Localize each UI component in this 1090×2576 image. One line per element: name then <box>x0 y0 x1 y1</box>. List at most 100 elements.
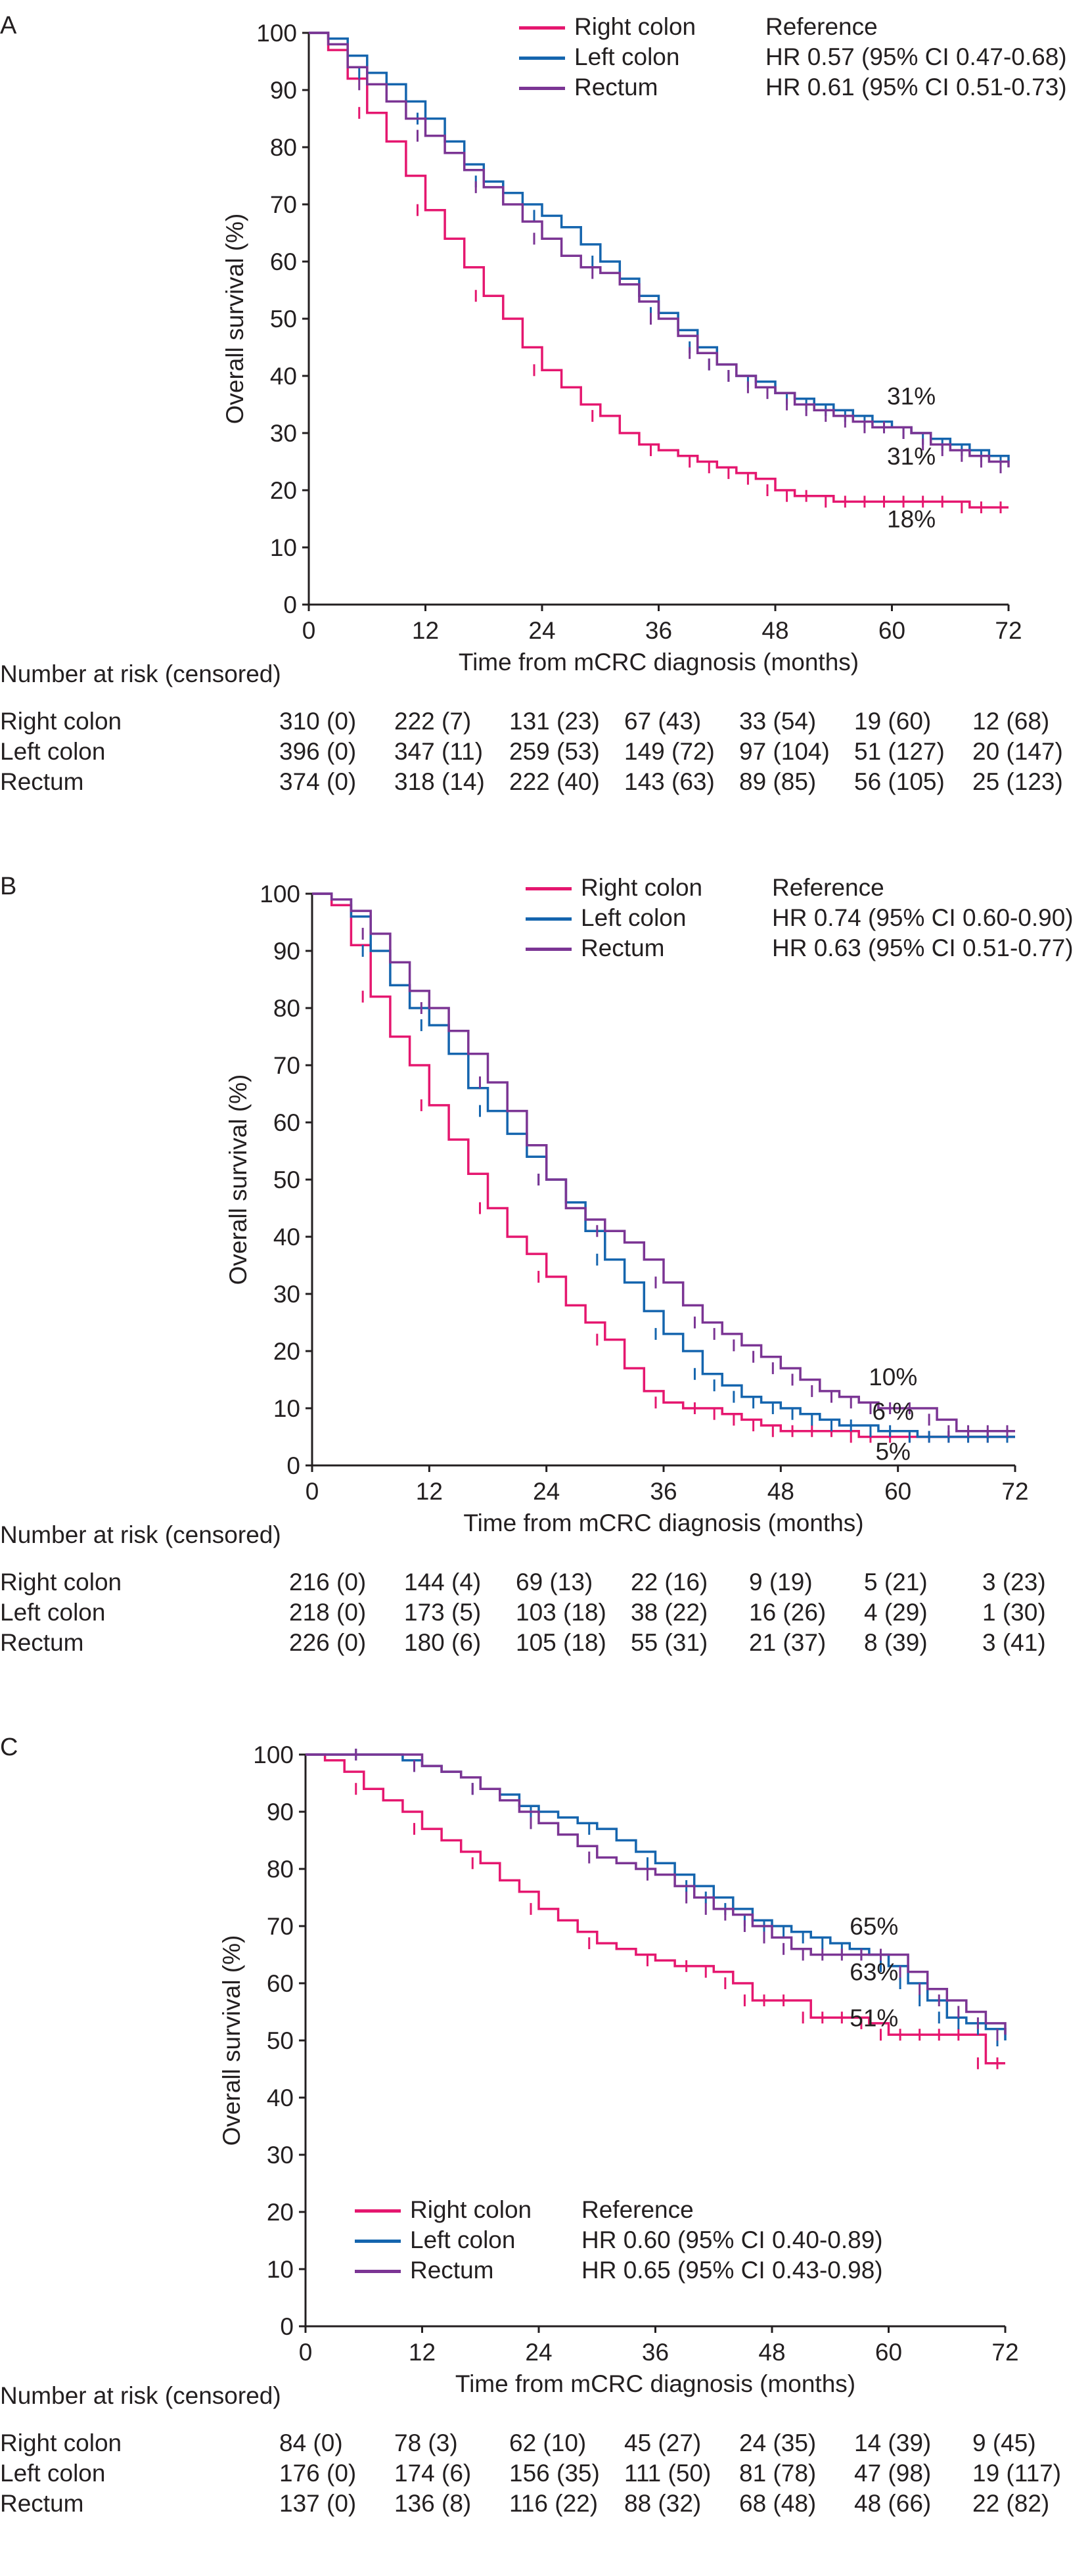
y-tick-label: 80 <box>273 995 300 1022</box>
risk-cell: 8 (39) <box>864 1629 928 1656</box>
risk-row-rectum: Rectum 374 (0) 318 (14) 222 (40) 143 (63… <box>0 768 1090 798</box>
y-tick-label: 0 <box>283 591 297 618</box>
risk-cell: 81 (78) <box>739 2460 817 2487</box>
x-tick-label: 60 <box>884 1478 911 1505</box>
risk-table-title: Number at risk (censored) <box>0 660 281 687</box>
y-tick-label: 30 <box>273 1281 300 1308</box>
x-tick-label: 0 <box>306 1478 319 1505</box>
y-tick-label: 30 <box>270 420 297 447</box>
x-tick-label: 12 <box>409 2339 436 2366</box>
risk-cell: 55 (31) <box>631 1629 708 1656</box>
legend-label: Left colon <box>410 2226 516 2253</box>
risk-cell: 396 (0) <box>279 738 357 765</box>
y-tick-label: 20 <box>267 2199 294 2226</box>
risk-cell: 180 (6) <box>404 1629 482 1656</box>
risk-row-label: Rectum <box>0 1629 84 1656</box>
risk-cell: 116 (22) <box>509 2490 599 2517</box>
legend-hr: HR 0.74 (95% CI 0.60-0.90) <box>772 904 1074 931</box>
y-tick-label: 70 <box>267 1913 294 1940</box>
annotation-label: 5% <box>875 1438 910 1465</box>
risk-cell: 16 (26) <box>749 1599 827 1626</box>
risk-row-right-colon: Right colon 84 (0) 78 (3) 62 (10) 45 (27… <box>0 2429 1090 2460</box>
risk-cell: 143 (63) <box>624 768 715 795</box>
risk-cell: 111 (50) <box>624 2460 712 2487</box>
risk-cell: 78 (3) <box>394 2429 458 2456</box>
x-tick-label: 72 <box>1001 1478 1028 1505</box>
legend-swatch-rectum <box>519 87 565 90</box>
legend-swatch-right-colon <box>519 26 565 30</box>
risk-row-label: Right colon <box>0 708 122 735</box>
risk-row-label: Rectum <box>0 2490 84 2517</box>
km-curve-right-colon <box>312 892 1015 1438</box>
risk-cell: 48 (66) <box>854 2490 932 2517</box>
x-tick-label: 48 <box>758 2339 785 2366</box>
risk-cell: 22 (16) <box>631 1569 708 1596</box>
legend-swatch-rectum <box>526 948 572 951</box>
panel-letter: A <box>0 12 17 39</box>
legend-swatch-left-colon <box>355 2240 401 2243</box>
y-tick-label: 10 <box>270 534 297 561</box>
y-tick-label: 20 <box>273 1338 300 1365</box>
risk-row-right-colon: Right colon 310 (0) 222 (7) 131 (23) 67 … <box>0 708 1090 738</box>
risk-cell: 68 (48) <box>739 2490 817 2517</box>
risk-cell: 149 (72) <box>624 738 715 765</box>
y-tick-label: 30 <box>267 2142 294 2169</box>
y-tick-label: 60 <box>267 1970 294 1997</box>
legend-swatch-right-colon <box>526 887 572 890</box>
legend-label: Rectum <box>574 74 658 101</box>
x-tick-label: 36 <box>645 617 672 644</box>
legend-hr: HR 0.63 (95% CI 0.51-0.77) <box>772 934 1074 961</box>
y-tick-label: 10 <box>273 1395 300 1422</box>
legend-hr: HR 0.60 (95% CI 0.40-0.89) <box>581 2226 883 2253</box>
legend-label: Rectum <box>581 934 665 961</box>
legend-label: Right colon <box>410 2196 532 2223</box>
legend-label: Left colon <box>581 904 687 931</box>
km-curve-rectum <box>312 892 1015 1433</box>
x-tick-label: 12 <box>416 1478 443 1505</box>
legend-label: Right colon <box>574 13 696 40</box>
panel-letter: B <box>0 873 17 900</box>
risk-cell: 69 (13) <box>516 1569 593 1596</box>
risk-cell: 216 (0) <box>289 1569 367 1596</box>
risk-cell: 47 (98) <box>854 2460 932 2487</box>
y-tick-label: 100 <box>260 881 300 908</box>
risk-cell: 176 (0) <box>279 2460 357 2487</box>
y-tick-label: 100 <box>253 1741 294 1768</box>
risk-cell: 156 (35) <box>509 2460 600 2487</box>
y-tick-label: 50 <box>273 1166 300 1193</box>
km-curve-right-colon <box>306 1753 1005 2065</box>
x-tick-label: 72 <box>995 617 1022 644</box>
risk-cell: 25 (123) <box>972 768 1063 795</box>
legend-label: Rectum <box>410 2257 494 2284</box>
annotation-label: 31% <box>887 383 936 410</box>
legend-hr: HR 0.61 (95% CI 0.51-0.73) <box>765 74 1067 101</box>
x-tick-label: 12 <box>412 617 439 644</box>
y-tick-label: 80 <box>267 1856 294 1883</box>
panel-b: B 0 10 20 30 40 50 60 70 80 90 100 0 12 24 36 48 60 72 Tim… <box>0 861 1090 1715</box>
y-tick-label: 60 <box>273 1109 300 1136</box>
y-tick-label: 40 <box>270 363 297 390</box>
risk-cell: 14 (39) <box>854 2429 932 2456</box>
x-tick-label: 24 <box>533 1478 560 1505</box>
x-tick-label: 36 <box>642 2339 669 2366</box>
y-tick-label: 40 <box>267 2084 294 2111</box>
risk-cell: 222 (7) <box>394 708 472 735</box>
risk-cell: 174 (6) <box>394 2460 472 2487</box>
risk-cell: 347 (11) <box>394 738 484 765</box>
annotation-label: 65% <box>850 1913 898 1940</box>
risk-cell: 103 (18) <box>516 1599 606 1626</box>
risk-cell: 9 (19) <box>749 1569 813 1596</box>
risk-cell: 33 (54) <box>739 708 817 735</box>
risk-cell: 12 (68) <box>972 708 1050 735</box>
risk-cell: 9 (45) <box>972 2429 1036 2456</box>
km-curve-left-colon <box>312 892 1015 1438</box>
risk-cell: 3 (23) <box>982 1569 1046 1596</box>
annotation-label: 63% <box>850 1959 898 1986</box>
risk-cell: 136 (8) <box>394 2490 472 2517</box>
x-tick-label: 0 <box>302 617 316 644</box>
legend-hr: Reference <box>772 874 884 901</box>
y-tick-label: 50 <box>270 306 297 333</box>
x-tick-label: 60 <box>878 617 905 644</box>
y-tick-label: 100 <box>256 20 297 47</box>
km-curve-right-colon <box>309 32 1009 509</box>
